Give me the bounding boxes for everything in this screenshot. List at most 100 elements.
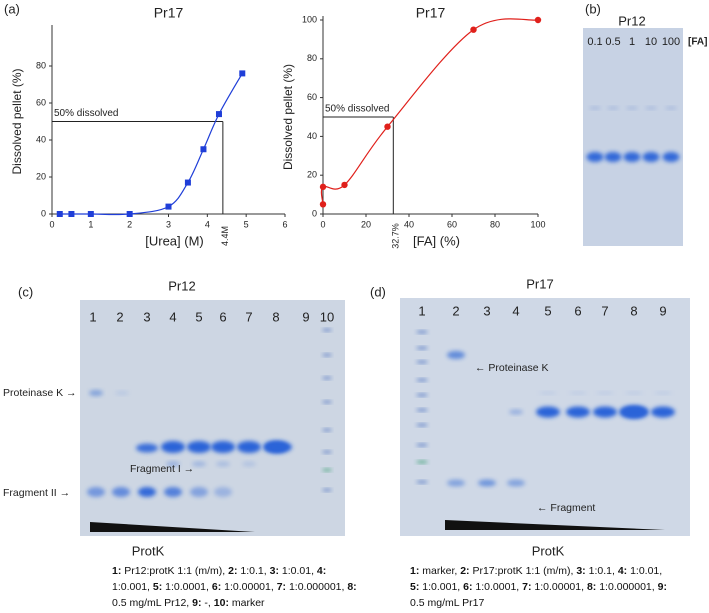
caption-number: 4: (316, 565, 327, 577)
caption-number: 8: (586, 581, 597, 593)
lane-label: 1 (89, 309, 96, 324)
lane-label: 6 (219, 309, 226, 324)
gel-band (214, 487, 232, 497)
gel-title: Pr12 (618, 13, 645, 28)
x-axis-label: [Urea] (M) (145, 233, 204, 248)
gel-band (112, 487, 130, 497)
gel-band (645, 106, 657, 110)
caption-number: 6: (463, 581, 473, 593)
gel-band (596, 391, 614, 395)
gel-band (416, 330, 428, 334)
gel-band (322, 328, 332, 332)
gel-band (322, 428, 332, 432)
gel-band (662, 152, 680, 162)
gel-label: Proteinase K → (3, 387, 77, 399)
gel-band (416, 443, 428, 447)
lane-label: 2 (452, 303, 459, 318)
gel-band (654, 391, 672, 395)
gel (583, 28, 683, 246)
y-axis-label: Dissolved pellet (%) (10, 68, 24, 174)
gel-band (161, 441, 185, 453)
lane-label: 8 (630, 303, 637, 318)
gel-band (187, 441, 211, 453)
data-point (200, 146, 207, 153)
data-point (215, 111, 222, 118)
gel-label: ← Fragment (537, 502, 595, 514)
gel-band (115, 391, 129, 395)
gel-label: Fragment II → (3, 487, 70, 499)
y-tick-label: 60 (307, 92, 317, 102)
gel-axis-label: [FA] (688, 37, 707, 48)
caption-text: 1:0.1, (240, 565, 267, 577)
x-tick-label: 2 (127, 219, 132, 229)
gel-band (447, 479, 465, 487)
y-tick-label: 20 (307, 170, 317, 180)
data-point (87, 211, 94, 217)
gel-band (138, 487, 156, 497)
gradient-wedge (445, 520, 665, 530)
annotation-text: 50% dissolved (325, 104, 389, 115)
gel-band (416, 408, 428, 412)
x-tick-label: 0 (320, 219, 325, 229)
gel-band (322, 400, 332, 404)
data-point (534, 16, 542, 24)
annotation-x-label: 32.7% (391, 223, 401, 249)
gel-band (264, 441, 292, 453)
gradient-wedge (90, 522, 255, 532)
chart-title: Pr17 (154, 5, 184, 21)
gel-band (447, 351, 465, 359)
caption-number: 5: (152, 581, 163, 593)
caption-number: 8: (347, 581, 357, 593)
gel-band (619, 405, 649, 419)
gel-band (237, 441, 261, 453)
gel-band (589, 106, 601, 110)
caption-text: marker (231, 597, 265, 609)
caption-number: 6: (211, 581, 222, 593)
gel-band (166, 461, 180, 467)
x-tick-label: 60 (447, 219, 457, 229)
gel-band (536, 406, 560, 418)
enzyme-label: ProtK (532, 543, 565, 558)
caption-text: 1:0.00001, (224, 581, 274, 593)
gel-band (89, 390, 103, 396)
caption-number: 1: (410, 565, 420, 577)
data-point (319, 201, 327, 208)
panel-label: (d) (370, 284, 386, 299)
lane-label: 9 (659, 303, 666, 318)
caption-number: 1: (112, 565, 122, 577)
x-tick-label: 20 (361, 219, 371, 229)
gel-band (190, 487, 208, 497)
y-tick-label: 60 (36, 97, 46, 107)
lane-label: 6 (574, 303, 581, 318)
lane-label: 8 (272, 309, 279, 324)
caption-number: 2: (460, 565, 470, 577)
gel-band (604, 152, 622, 162)
gel-title: Pr12 (168, 278, 195, 293)
lane-label: 5 (195, 309, 202, 324)
gel-label: ← Proteinase K (475, 362, 549, 374)
caption-number: 10: (213, 597, 229, 609)
annotation-x-label: 4.4M (220, 226, 230, 246)
caption-number: 9: (192, 597, 202, 609)
lane-label: 7 (601, 303, 608, 318)
gel-band (242, 461, 256, 467)
gel-band (216, 461, 230, 467)
x-tick-label: 3 (166, 219, 171, 229)
x-tick-label: 0 (49, 219, 54, 229)
gel-band (322, 468, 332, 472)
caption-text: 0.5 mg/mL Pr12, (112, 597, 190, 609)
x-tick-label: 5 (244, 219, 249, 229)
data-point (319, 183, 327, 191)
caption-text: 1:0.000001, (288, 581, 345, 593)
lane-label: 10 (645, 36, 657, 48)
x-tick-label: 100 (530, 219, 545, 229)
gel-band (478, 479, 496, 487)
lane-label: 10 (320, 309, 334, 324)
panel-label: (a) (4, 1, 20, 16)
y-tick-label: 40 (36, 134, 46, 144)
lane-label: 4 (169, 309, 176, 324)
lane-label: 0.1 (587, 36, 602, 48)
gel-band (136, 443, 158, 453)
caption-number: 3: (269, 565, 279, 577)
caption-text: -, (204, 597, 211, 609)
